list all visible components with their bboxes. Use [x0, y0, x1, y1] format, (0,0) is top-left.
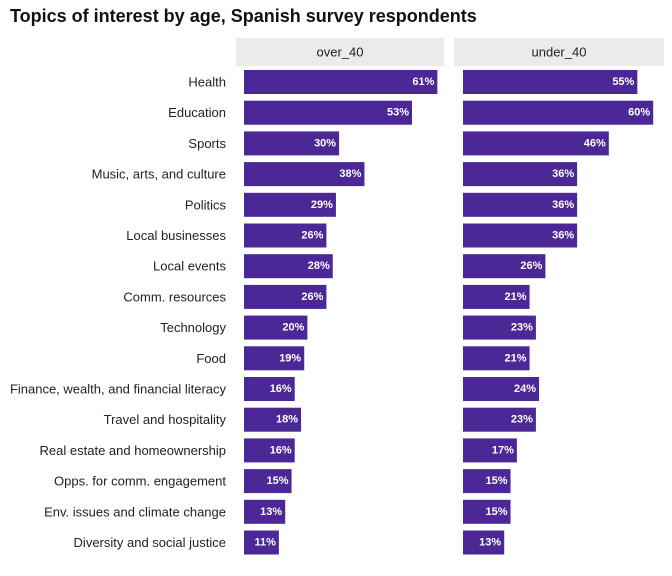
category-label-local-events: Local events [153, 259, 226, 274]
bar-label-under-40-finance-wealth-and-financial-literacy: 24% [514, 383, 536, 395]
bar-under-40-local-events [463, 254, 546, 279]
bar-label-under-40-real-estate-and-homeownership: 17% [492, 444, 514, 456]
bar-label-under-40-food: 21% [505, 352, 527, 364]
bar-over-40-sports [244, 131, 340, 156]
bar-under-40-music-arts-and-culture [463, 162, 578, 187]
category-label-env-issues-and-climate-change: Env. issues and climate change [44, 504, 226, 519]
bar-label-over-40-env-issues-and-climate-change: 13% [260, 506, 282, 518]
category-label-travel-and-hospitality: Travel and hospitality [104, 412, 227, 427]
bar-label-over-40-diversity-and-social-justice: 11% [254, 537, 276, 549]
category-label-health: Health [188, 75, 226, 90]
bar-under-40-technology [463, 315, 536, 340]
category-label-education: Education [168, 105, 226, 120]
category-label-finance-wealth-and-financial-literacy: Finance, wealth, and financial literacy [10, 382, 227, 397]
bar-label-over-40-technology: 20% [282, 322, 304, 334]
bar-label-under-40-education: 60% [628, 107, 650, 119]
bar-over-40-health [244, 70, 438, 94]
category-label-sports: Sports [188, 136, 226, 151]
bar-label-under-40-technology: 23% [511, 322, 533, 334]
category-label-opps-for-comm-engagement: Opps. for comm. engagement [54, 474, 226, 489]
bar-label-under-40-comm-resources: 21% [505, 291, 527, 303]
bar-over-40-env-issues-and-climate-change [244, 499, 286, 524]
bar-over-40-technology [244, 315, 308, 340]
bar-under-40-health [463, 70, 638, 94]
category-label-comm-resources: Comm. resources [123, 289, 226, 304]
bar-under-40-politics [463, 192, 578, 217]
category-label-local-businesses: Local businesses [126, 228, 226, 243]
bar-label-over-40-education: 53% [387, 107, 409, 119]
chart-title: Topics of interest by age, Spanish surve… [10, 6, 477, 26]
bar-label-over-40-travel-and-hospitality: 18% [276, 414, 298, 426]
facet-label-under-40: under_40 [532, 45, 587, 60]
bar-under-40-diversity-and-social-justice [463, 530, 505, 555]
bar-label-over-40-health: 61% [412, 76, 434, 88]
category-label-music-arts-and-culture: Music, arts, and culture [92, 167, 226, 182]
bar-over-40-diversity-and-social-justice [244, 530, 279, 555]
bar-under-40-finance-wealth-and-financial-literacy [463, 377, 540, 401]
bar-over-40-comm-resources [244, 284, 327, 309]
bar-under-40-opps-for-comm-engagement [463, 469, 511, 494]
bar-over-40-opps-for-comm-engagement [244, 469, 292, 494]
bar-under-40-comm-resources [463, 284, 530, 309]
bar-under-40-real-estate-and-homeownership [463, 438, 517, 463]
bar-label-over-40-real-estate-and-homeownership: 16% [270, 444, 292, 456]
bar-over-40-local-businesses [244, 223, 327, 248]
bar-label-over-40-food: 19% [279, 352, 301, 364]
bar-label-over-40-comm-resources: 26% [301, 291, 323, 303]
bar-over-40-politics [244, 192, 336, 217]
category-label-diversity-and-social-justice: Diversity and social justice [74, 535, 226, 550]
bar-under-40-local-businesses [463, 223, 578, 248]
bar-label-over-40-politics: 29% [311, 199, 333, 211]
bar-label-under-40-local-businesses: 36% [552, 230, 574, 242]
bar-over-40-music-arts-and-culture [244, 162, 365, 187]
bar-label-over-40-local-businesses: 26% [301, 230, 323, 242]
facet-strip-under-40 [454, 38, 664, 66]
bar-over-40-real-estate-and-homeownership [244, 438, 295, 463]
bar-under-40-sports [463, 131, 609, 156]
bar-under-40-education [463, 100, 654, 125]
category-label-politics: Politics [185, 197, 227, 212]
bar-under-40-env-issues-and-climate-change [463, 499, 511, 524]
bar-label-over-40-sports: 30% [314, 137, 336, 149]
bar-over-40-education [244, 100, 413, 125]
bar-label-over-40-local-events: 28% [308, 260, 330, 272]
bar-label-under-40-opps-for-comm-engagement: 15% [486, 475, 508, 487]
bar-over-40-finance-wealth-and-financial-literacy [244, 377, 295, 401]
bar-label-over-40-finance-wealth-and-financial-literacy: 16% [270, 383, 292, 395]
category-label-food: Food [196, 351, 226, 366]
bar-label-under-40-health: 55% [612, 76, 634, 88]
facet-strip-over-40 [236, 38, 444, 66]
bar-label-under-40-sports: 46% [584, 137, 606, 149]
bar-over-40-travel-and-hospitality [244, 407, 302, 432]
category-label-real-estate-and-homeownership: Real estate and homeownership [40, 443, 226, 458]
category-label-technology: Technology [160, 320, 226, 335]
bar-label-under-40-travel-and-hospitality: 23% [511, 414, 533, 426]
bar-label-over-40-music-arts-and-culture: 38% [339, 168, 361, 180]
bar-under-40-travel-and-hospitality [463, 407, 536, 432]
bar-label-over-40-opps-for-comm-engagement: 15% [267, 475, 289, 487]
bar-label-under-40-diversity-and-social-justice: 13% [479, 537, 501, 549]
bar-under-40-food [463, 346, 530, 371]
bar-label-under-40-env-issues-and-climate-change: 15% [486, 506, 508, 518]
facet-label-over-40: over_40 [317, 45, 364, 60]
bar-over-40-local-events [244, 254, 333, 279]
bar-label-under-40-music-arts-and-culture: 36% [552, 168, 574, 180]
bar-label-under-40-local-events: 26% [520, 260, 542, 272]
bar-over-40-food [244, 346, 305, 371]
bar-label-under-40-politics: 36% [552, 199, 574, 211]
